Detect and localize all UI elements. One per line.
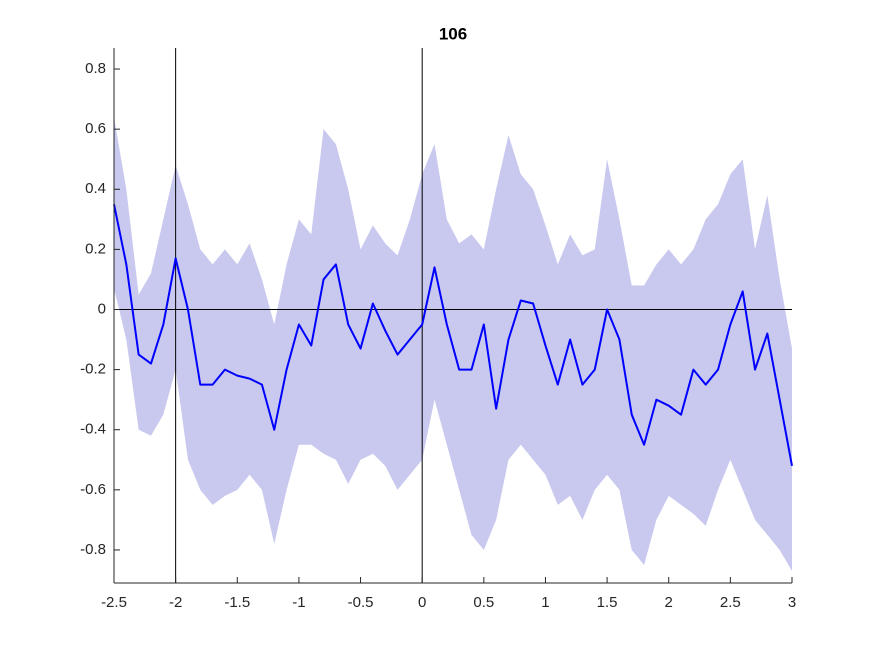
x-tick-label: -0.5: [348, 594, 374, 611]
y-tick-label: 0.2: [85, 240, 106, 257]
y-tick-label: -0.4: [80, 421, 106, 438]
x-tick-label: -1: [292, 594, 305, 611]
chart-title: 106: [439, 24, 467, 43]
mean-line: [113, 204, 793, 466]
y-tick-label: 0.4: [85, 180, 106, 197]
x-tick-label: -2: [169, 594, 182, 611]
x-tick-label: -1.5: [224, 594, 250, 611]
y-tick-label: -0.8: [80, 541, 106, 558]
y-tick-label: 0: [98, 300, 106, 317]
x-tick-label: 1: [541, 594, 549, 611]
x-tick-label: 0: [418, 594, 426, 611]
x-tick-label: 0.5: [473, 594, 494, 611]
x-tick-label: 2.5: [720, 594, 741, 611]
y-tick-label: 0.6: [85, 120, 106, 137]
x-tick-label: -2.5: [101, 594, 127, 611]
y-tick-label: 0.8: [85, 60, 106, 77]
x-tick-label: 2: [665, 594, 673, 611]
x-tick-label: 1.5: [597, 594, 618, 611]
y-tick-label: -0.2: [80, 361, 106, 378]
x-tick-label: 3: [788, 594, 796, 611]
y-tick-label: -0.6: [80, 481, 106, 498]
